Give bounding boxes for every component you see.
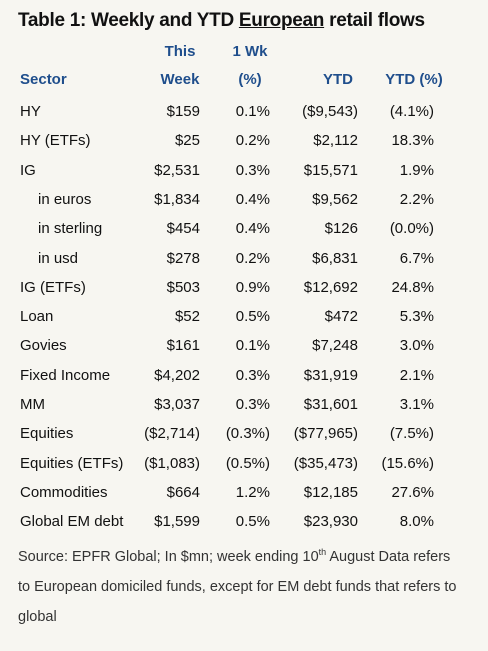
table-cell: $7,248	[312, 337, 358, 355]
table-cell: (7.5%)	[389, 425, 434, 443]
title-text: retail flows	[329, 10, 425, 31]
table-cell: $454	[166, 220, 200, 238]
table-cell: 0.2%	[235, 249, 270, 267]
column-header: YTD (%)	[385, 71, 443, 88]
table-cell: $664	[166, 483, 200, 501]
row-label: in usd	[38, 249, 79, 267]
table-cell: ($1,083)	[144, 454, 200, 472]
table-cell: 18.3%	[391, 132, 434, 150]
table-cell: $4,202	[154, 366, 200, 384]
table-cell: (0.0%)	[389, 220, 434, 238]
row-label: Commodities	[20, 483, 108, 501]
table-cell: 27.6%	[391, 483, 434, 501]
note-text: August Data refers to European domiciled…	[18, 549, 457, 625]
table-cell: 0.5%	[235, 308, 270, 326]
row-label: in sterling	[38, 220, 103, 238]
row-label: Equities (ETFs)	[20, 454, 124, 472]
table-cell: $2,112	[313, 132, 358, 150]
table-cell: 5.3%	[399, 308, 434, 326]
table-cell: $472	[324, 308, 358, 326]
row-label: Loan	[20, 308, 54, 326]
table-cell: $12,692	[303, 278, 358, 296]
table-cell: 0.4%	[235, 190, 270, 208]
table-cell: $1,834	[154, 190, 200, 208]
table-cell: (0.3%)	[225, 425, 270, 443]
table-cell: 0.4%	[235, 220, 270, 238]
row-label: IG (ETFs)	[20, 278, 86, 296]
table-cell: 1.2%	[235, 483, 270, 501]
table-cell: ($2,714)	[144, 425, 200, 443]
table-cell: 6.7%	[399, 249, 434, 267]
table-cell: ($35,473)	[293, 454, 358, 472]
table-cell: $25	[174, 132, 200, 150]
table-cell: $3,037	[154, 396, 200, 413]
row-label: Equities	[20, 425, 74, 443]
column-header: 1 Wk	[232, 43, 268, 60]
table-cell: 2.1%	[399, 366, 434, 384]
table-cell: $31,601	[303, 396, 358, 413]
row-label: MM	[20, 396, 45, 413]
row-label: HY	[20, 103, 41, 120]
table-cell: (4.1%)	[389, 103, 434, 120]
row-label: HY (ETFs)	[20, 132, 91, 150]
table-cell: $31,919	[303, 366, 358, 384]
table-cell: $161	[166, 337, 200, 355]
table-cell: ($77,965)	[293, 425, 358, 443]
column-header: This	[164, 43, 196, 60]
table-cell: $9,562	[312, 190, 358, 208]
column-header: Week	[160, 71, 200, 88]
table-cell: 24.8%	[391, 278, 434, 296]
note-text: Source: EPFR Global; In $mn; week ending…	[18, 549, 319, 565]
table-cell: 2.2%	[399, 190, 434, 208]
table-cell: 0.3%	[235, 161, 270, 179]
row-label: Fixed Income	[20, 366, 111, 384]
table-cell: 0.1%	[235, 103, 270, 120]
row-label: Global EM debt	[20, 513, 124, 531]
table-cell: $15,571	[303, 161, 358, 179]
title-emphasis: European	[238, 10, 325, 31]
table-cell: $278	[166, 249, 200, 267]
source-note: Source: EPFR Global; In $mn; week ending…	[18, 542, 458, 632]
table-title: Table 1: Weekly and YTD European retail …	[18, 10, 425, 32]
table-cell: 0.3%	[235, 366, 270, 384]
table-cell: $503	[166, 278, 200, 296]
table-cell: $1,599	[154, 513, 200, 531]
table-cell: 3.1%	[399, 396, 434, 413]
table-cell: ($9,543)	[302, 103, 358, 120]
table-cell: $6,831	[312, 249, 358, 267]
table-cell: $23,930	[303, 513, 358, 531]
table-cell: $52	[174, 308, 200, 326]
note-superscript: th	[318, 547, 327, 558]
table-cell: 3.0%	[399, 337, 434, 355]
row-label: in euros	[38, 190, 92, 208]
column-header: YTD	[323, 71, 353, 88]
title-text: Table 1: Weekly and YTD	[18, 10, 234, 31]
row-label: IG	[20, 161, 36, 179]
table-cell: 0.3%	[235, 396, 270, 413]
table-cell: (0.5%)	[225, 454, 270, 472]
column-header: (%)	[238, 71, 262, 88]
table-cell: 0.9%	[235, 278, 270, 296]
table-cell: 0.2%	[235, 132, 270, 150]
table-cell: 1.9%	[399, 161, 434, 179]
table-cell: (15.6%)	[381, 454, 434, 472]
table-cell: $159	[166, 103, 200, 120]
table-cell: 8.0%	[399, 513, 434, 531]
table-cell: 0.1%	[235, 337, 270, 355]
table-cell: $2,531	[154, 161, 200, 179]
row-label: Govies	[20, 337, 67, 355]
table-cell: 0.5%	[235, 513, 270, 531]
table-cell: $126	[324, 220, 358, 238]
table-cell: $12,185	[303, 483, 358, 501]
column-header: Sector	[20, 71, 67, 88]
